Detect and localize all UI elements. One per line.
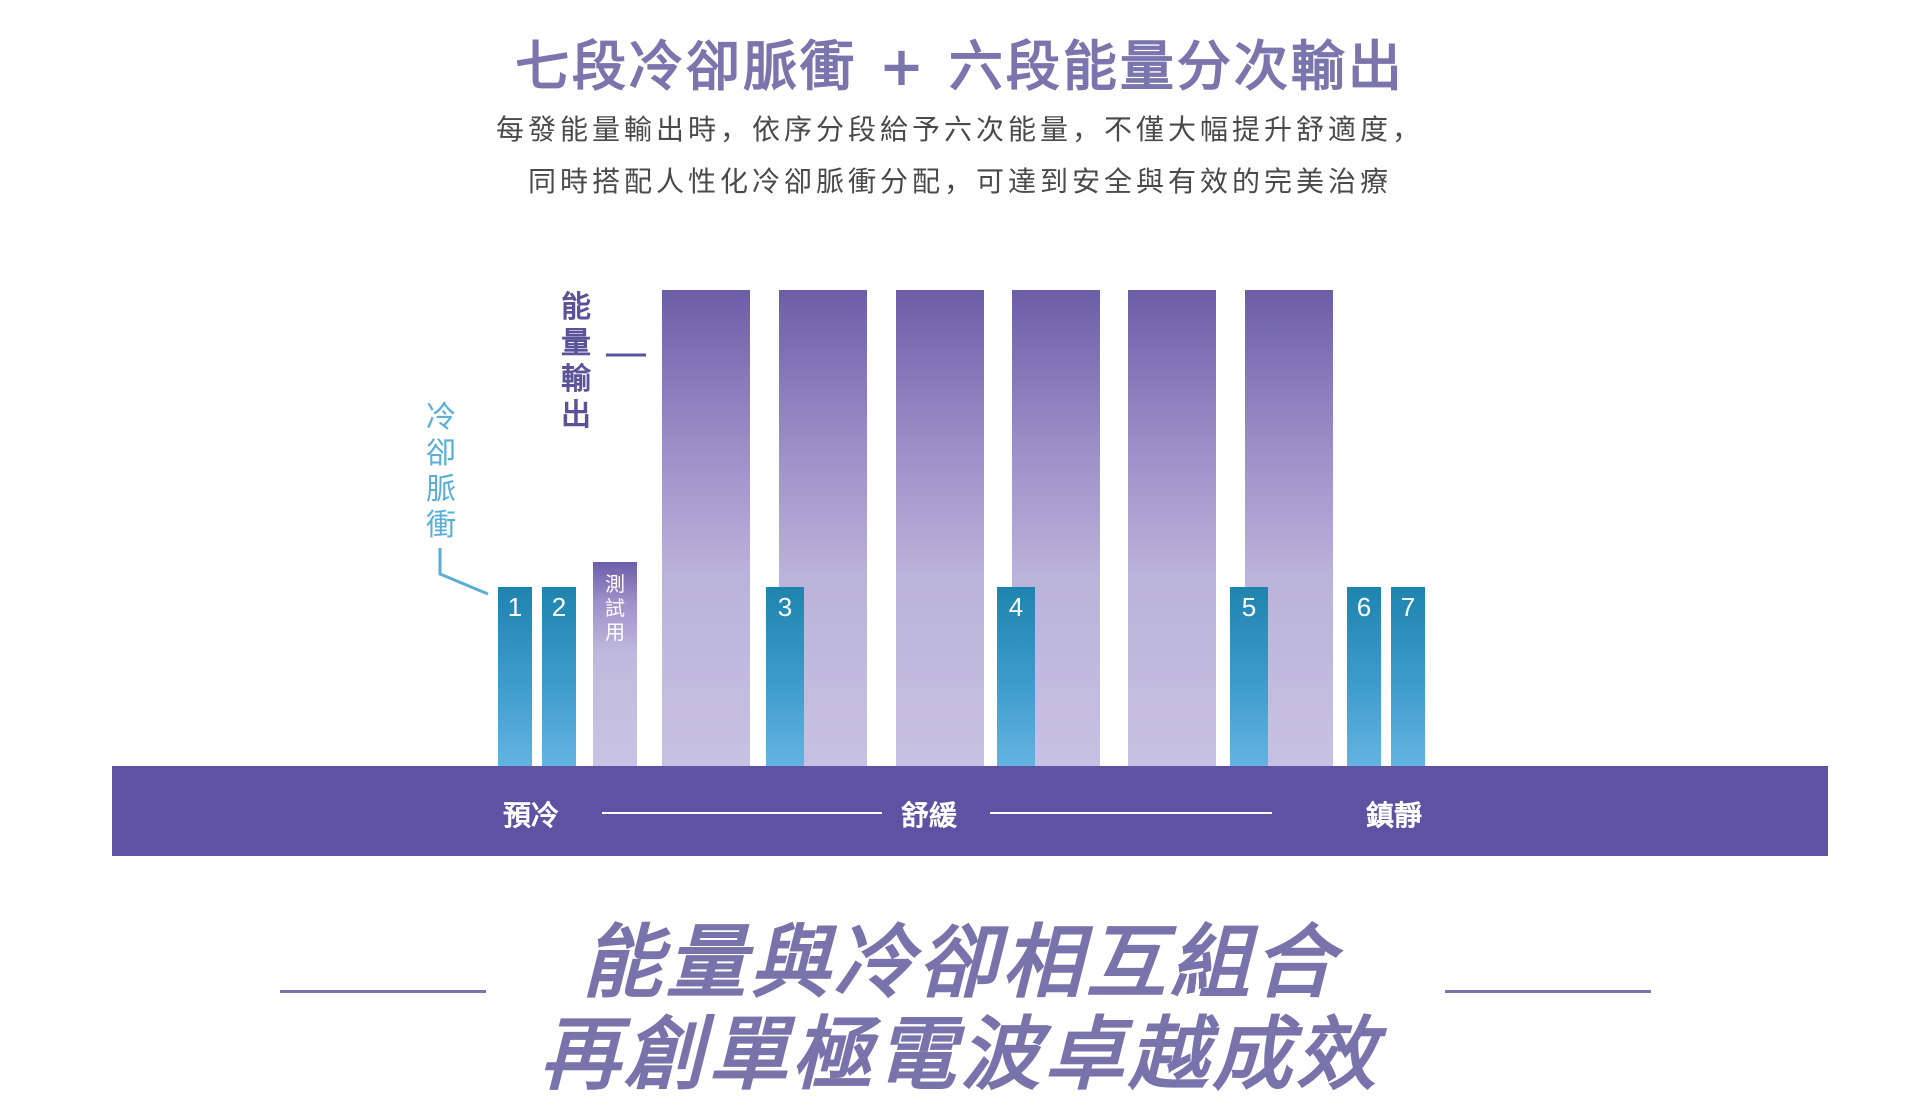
cooling-bar-3-number: 3 [777,592,793,622]
cooling-bar-4 [997,587,1035,766]
cooling-bar-1-number: 1 [507,592,523,622]
cooling-label-leader [438,548,489,596]
stage-label-calm: 鎮靜 [1366,799,1423,832]
stage-baseline [112,766,1828,856]
cooling-bar-3 [766,587,804,766]
cooling-bar-5-number: 5 [1241,592,1257,622]
slogan-rule-left [280,990,486,993]
cooling-bar-6-number: 6 [1356,592,1372,622]
test-pulse-bar [593,562,637,766]
stage-label-precool: 預冷 [503,799,560,832]
cooling-bar-2 [542,587,576,766]
energy-bar-1 [662,290,750,766]
energy-output-label: 能 量 輸 出 [561,290,591,433]
cooling-pulse-label: 冷 卻 脈 衝 [426,400,456,543]
cooling-bar-6 [1347,587,1381,766]
subtitle-line-2: 同時搭配人性化冷卻脈衝分配，可達到安全與有效的完美治療 [527,165,1392,198]
cooling-bar-4-number: 4 [1008,592,1024,622]
slogan-line-2: 再創單極電波卓越成效 [540,1008,1380,1101]
test-pulse-label: 測 試 用 [605,572,625,644]
slogan-rule-right [1445,990,1651,993]
cooling-bar-7 [1391,587,1425,766]
energy-bar-3 [896,290,984,766]
cooling-bar-1 [498,587,532,766]
cooling-bar-2-number: 2 [551,592,567,622]
page-title: 七段冷卻脈衝 + 六段能量分次輸出 [515,35,1405,98]
stage-label-soothe: 舒緩 [901,799,958,832]
cooling-bar-5 [1230,587,1268,766]
energy-label-leader [606,353,646,357]
stage-divider-2 [990,812,1272,814]
stage-divider-1 [602,812,882,814]
slogan-line-1: 能量與冷卻相互組合 [582,916,1338,1009]
subtitle-line-1: 每發能量輸出時，依序分段給予六次能量，不僅大幅提升舒適度， [495,113,1424,146]
energy-bar-5 [1128,290,1216,766]
cooling-bar-7-number: 7 [1400,592,1416,622]
pulse-diagram: 能 量 輸 出 冷 卻 脈 衝 測 試 用 1 2 3 4 5 6 7 預冷 [112,290,1828,856]
